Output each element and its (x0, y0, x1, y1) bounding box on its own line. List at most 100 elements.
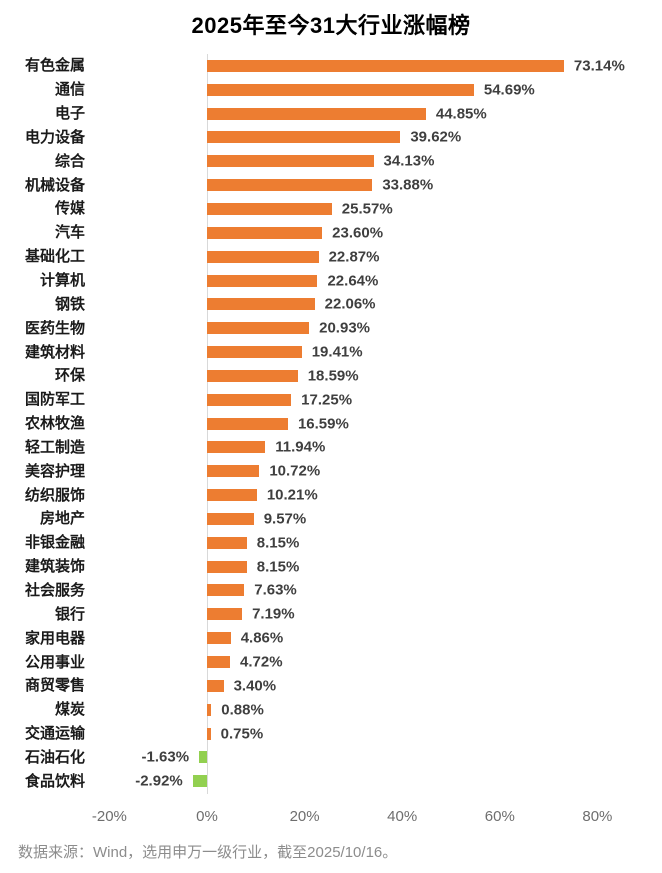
bar (207, 584, 245, 597)
category-label: 建筑材料 (24, 343, 85, 361)
bar-track: 22.87% (85, 245, 662, 269)
bar (207, 536, 247, 549)
bar-track: 8.15% (85, 555, 662, 579)
value-label: 7.19% (252, 605, 295, 623)
bar (207, 202, 332, 215)
bar-track: 33.88% (85, 173, 662, 197)
bar (207, 512, 254, 525)
chart-row: 商贸零售 3.40% (0, 674, 662, 698)
category-label: 基础化工 (24, 248, 85, 266)
category-label: 煤炭 (54, 701, 85, 719)
bar (207, 679, 224, 692)
bar-track: 8.15% (85, 531, 662, 555)
category-label: 有色金属 (24, 57, 85, 75)
value-label: 16.59% (297, 415, 349, 433)
chart-row: 食品饮料 -2.92% (0, 769, 662, 793)
bar (192, 775, 207, 788)
category-label: 建筑装饰 (24, 558, 85, 576)
chart-row: 基础化工 22.87% (0, 245, 662, 269)
chart-row: 房地产 9.57% (0, 507, 662, 531)
value-label: 10.21% (266, 486, 318, 504)
value-label: 11.94% (275, 438, 326, 456)
bar-track: 34.13% (85, 149, 662, 173)
bar (207, 632, 231, 645)
value-label: -2.92% (135, 772, 183, 790)
category-label: 医药生物 (24, 319, 85, 337)
category-label: 商贸零售 (24, 677, 85, 695)
category-label: 钢铁 (54, 295, 85, 313)
bar-track: 10.21% (85, 483, 662, 507)
bar-track: 39.62% (85, 126, 662, 150)
value-label: -1.63% (141, 748, 190, 766)
value-label: 19.41% (311, 343, 363, 361)
bar-track: 7.19% (85, 602, 662, 626)
bar-track: 22.06% (85, 292, 662, 316)
category-label: 石油石化 (24, 748, 85, 766)
category-label: 社会服务 (24, 581, 85, 599)
chart-row: 有色金属 73.14% (0, 54, 662, 78)
category-label: 公用事业 (24, 653, 85, 671)
chart-row: 通信 54.69% (0, 78, 662, 102)
chart-row: 电子 44.85% (0, 102, 662, 126)
bar-track: 18.59% (85, 364, 662, 388)
bar-track: 3.40% (85, 674, 662, 698)
bar-track: -1.63% (85, 745, 662, 769)
x-tick-label: 0% (196, 808, 218, 825)
value-label: 8.15% (256, 558, 300, 576)
bar (207, 179, 373, 192)
chart-row: 农林牧渔 16.59% (0, 412, 662, 436)
value-label: 44.85% (435, 105, 487, 123)
bar-track: 16.59% (85, 412, 662, 436)
bar (207, 155, 374, 168)
bar (207, 250, 319, 263)
category-label: 农林牧渔 (24, 415, 85, 433)
value-label: 18.59% (307, 367, 359, 385)
value-label: 22.06% (324, 295, 376, 313)
bar-chart: 有色金属 73.14% 通信 54.69% 电子 44.85% 电力设备 39.62% 综合 34… (0, 54, 662, 793)
category-label: 传媒 (54, 200, 85, 218)
value-label: 22.87% (328, 248, 380, 266)
bar-track: 44.85% (85, 102, 662, 126)
value-label: 4.72% (240, 653, 283, 671)
chart-row: 公用事业 4.72% (0, 650, 662, 674)
bar (207, 107, 426, 120)
chart-row: 银行 7.19% (0, 602, 662, 626)
bar (207, 226, 323, 239)
value-label: 9.57% (263, 510, 307, 528)
value-label: 0.75% (220, 725, 264, 743)
bar (207, 703, 212, 716)
bar (207, 608, 243, 621)
bar (207, 369, 298, 382)
chart-row: 美容护理 10.72% (0, 459, 662, 483)
chart-row: 纺织服饰 10.21% (0, 483, 662, 507)
category-label: 通信 (54, 81, 85, 99)
bar (207, 59, 564, 72)
chart-row: 煤炭 0.88% (0, 698, 662, 722)
category-label: 房地产 (39, 510, 85, 528)
bar (207, 465, 260, 478)
chart-title: 2025年至今31大行业涨幅榜 (191, 13, 471, 38)
chart-row: 社会服务 7.63% (0, 579, 662, 603)
value-label: 33.88% (382, 176, 434, 194)
value-label: 23.60% (332, 224, 384, 242)
value-label: 10.72% (269, 462, 321, 480)
x-tick-label: -20% (91, 808, 127, 825)
category-label: 电力设备 (24, 128, 85, 146)
category-label: 美容护理 (24, 462, 85, 480)
value-label: 4.86% (240, 629, 284, 647)
bar (207, 298, 315, 311)
category-label: 食品饮料 (24, 772, 85, 790)
value-label: 34.13% (383, 152, 435, 170)
chart-row: 钢铁 22.06% (0, 292, 662, 316)
x-tick-label: 20% (289, 808, 320, 825)
source-note: 数据来源：Wind，选用申万一级行业，截至2025/10/16。 (18, 844, 398, 861)
value-label: 39.62% (410, 128, 462, 146)
x-tick-label: 60% (484, 808, 515, 825)
category-label: 国防军工 (24, 391, 85, 409)
category-label: 机械设备 (24, 176, 85, 194)
chart-row: 计算机 22.64% (0, 269, 662, 293)
chart-row: 医药生物 20.93% (0, 316, 662, 340)
value-label: 8.15% (256, 534, 300, 552)
bar-track: 7.63% (85, 579, 662, 603)
bar-track: 4.72% (85, 650, 662, 674)
